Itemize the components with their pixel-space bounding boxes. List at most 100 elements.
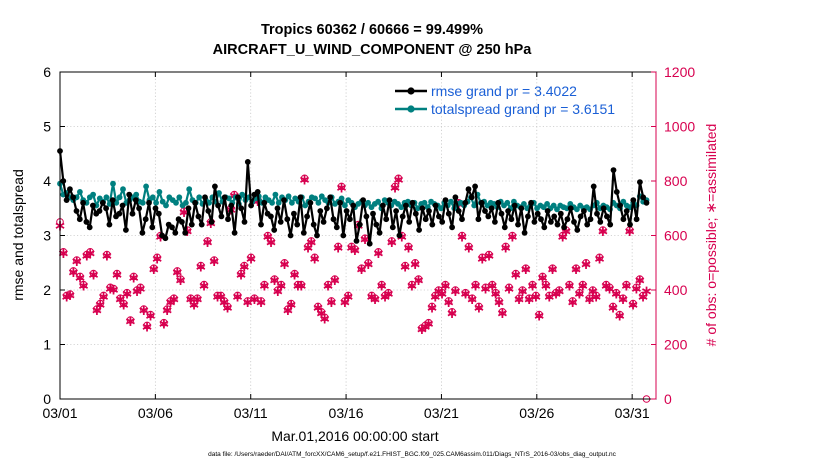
assimilated-obs-point: ∗: [459, 285, 472, 303]
possible-obs-point: [150, 264, 158, 273]
possible-obs-point: [364, 259, 373, 267]
rmse-point: [119, 202, 126, 209]
assimilated-obs-point: ∗: [318, 309, 331, 327]
assimilated-obs-point: ∗: [523, 290, 536, 308]
possible-obs-point: [237, 269, 245, 278]
assimilated-obs-point: ∗: [298, 170, 311, 188]
x-tick-label: 03/26: [519, 405, 554, 421]
assimilated-obs-point: ∗: [292, 277, 305, 295]
assimilated-obs-point: ∗: [161, 301, 174, 319]
possible-obs-point: [307, 237, 316, 245]
rmse-point: [383, 216, 390, 223]
rmse-point: [70, 194, 77, 201]
assimilated-obs-point: ∗: [241, 293, 254, 311]
assimilated-obs-point: ∗: [211, 287, 224, 305]
assimilated-obs-point: ∗: [533, 307, 546, 325]
assimilated-obs-point: ∗: [174, 271, 187, 289]
rmse-point: [538, 216, 544, 223]
rmse-point: [452, 194, 459, 201]
rmse-point: [459, 216, 465, 223]
rmse-point: [574, 227, 581, 233]
totalspread-point: [365, 199, 371, 206]
assimilated-obs-point: ∗: [342, 287, 355, 305]
rmse-point: [287, 232, 294, 239]
possible-obs-point: [146, 310, 155, 319]
y-right-tick-label: 400: [664, 282, 688, 298]
totalspread-point: [448, 198, 454, 205]
assimilated-obs-point: ∗: [429, 287, 442, 305]
rmse-point: [521, 229, 528, 236]
possible-obs-point: [287, 299, 296, 308]
x-tick-label: 03/31: [615, 405, 650, 421]
possible-obs-point: [535, 310, 544, 319]
possible-obs-point: [424, 318, 433, 327]
rmse-point: [129, 210, 136, 217]
possible-obs-point: [374, 248, 383, 256]
possible-obs-point: [331, 275, 339, 283]
possible-obs-point: [568, 297, 577, 305]
rmse-point: [192, 199, 199, 206]
rmse-point: [169, 224, 175, 231]
rmse-point: [426, 208, 432, 214]
rmse-point: [380, 202, 386, 209]
y-axis-label: rmse and totalspread: [10, 169, 26, 301]
possible-obs-point: [498, 308, 507, 316]
rmse-point: [511, 202, 518, 209]
possible-obs-point: [451, 286, 460, 294]
totalspread-point: [398, 204, 405, 211]
assimilated-obs-point: ∗: [426, 298, 439, 316]
chart-legend: rmse grand pr = 3.4022 totalspread grand…: [395, 83, 615, 117]
rmse-point: [462, 199, 469, 206]
possible-obs-point: [337, 182, 346, 191]
rmse-point: [422, 216, 429, 223]
possible-obs-point: [461, 288, 470, 297]
legend-totalspread-marker: [407, 105, 415, 113]
possible-obs-point: [220, 297, 228, 305]
rmse-point: [587, 216, 594, 223]
assimilated-obs-point: ∗: [543, 287, 556, 305]
data-file-footnote: data file: /Users/raeder/DAI/ATM_forcXX/…: [208, 451, 617, 458]
rmse-point: [620, 216, 627, 223]
rmse-point: [613, 189, 620, 195]
assimilated-obs-point: ∗: [513, 290, 526, 308]
rmse-point: [324, 205, 330, 212]
rmse-point: [80, 199, 86, 206]
possible-obs-point: [579, 280, 587, 289]
possible-obs-point: [438, 288, 446, 297]
possible-obs-point: [619, 294, 627, 303]
possible-obs-point: [153, 253, 161, 262]
y-tick-label: 0: [43, 391, 51, 407]
rmse-point: [604, 213, 610, 220]
possible-obs-point: [572, 264, 580, 273]
assimilated-obs-point: ∗: [114, 290, 127, 308]
assimilated-obs-point: ∗: [473, 298, 486, 316]
assimilated-obs-point: ∗: [449, 282, 462, 300]
possible-obs-point: [341, 297, 349, 305]
possible-obs-point: [471, 280, 480, 289]
totalspread-point: [173, 199, 179, 206]
assimilated-obs-point: ∗: [510, 266, 523, 284]
possible-obs-point: [592, 291, 601, 300]
rmse-point: [291, 210, 297, 217]
rmse-point: [630, 197, 637, 204]
totalspread-point: [302, 202, 309, 209]
y-tick-label: 3: [43, 228, 51, 244]
possible-obs-point: [448, 308, 456, 316]
totalspread-point: [338, 195, 345, 202]
assimilated-obs-point: ∗: [117, 296, 130, 314]
possible-obs-point: [129, 272, 138, 281]
possible-obs-point: [274, 286, 282, 294]
possible-obs-point: [408, 280, 416, 289]
rmse-point: [202, 194, 208, 201]
totalspread-point: [414, 205, 421, 212]
assimilated-obs-point: ∗: [399, 258, 412, 276]
possible-obs-point: [444, 297, 453, 305]
assimilated-obs-point: ∗: [67, 263, 80, 281]
assimilated-obs-point: ∗: [60, 287, 73, 305]
possible-obs-point: [240, 261, 249, 270]
y-tick-label: 6: [43, 64, 51, 80]
rmse-point: [554, 221, 561, 228]
y-right-tick-label: 1000: [664, 119, 695, 135]
assimilated-obs-point: ∗: [520, 260, 533, 278]
totalspread-point: [216, 190, 222, 196]
